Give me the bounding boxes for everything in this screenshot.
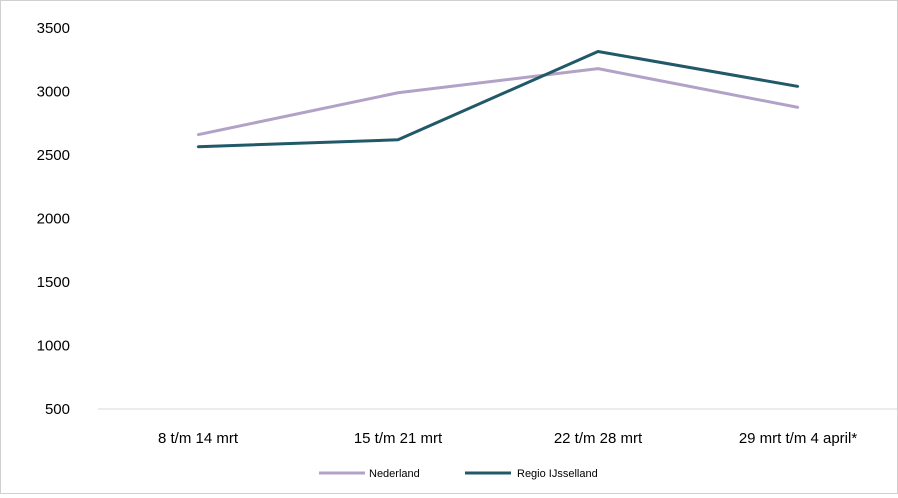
y-tick-label: 2500 — [37, 147, 70, 164]
data-point — [796, 85, 800, 88]
series-lines — [196, 49, 800, 149]
data-point — [596, 50, 600, 53]
data-point — [196, 145, 200, 148]
y-tick-label: 2000 — [37, 211, 70, 228]
series-line-0 — [197, 67, 799, 137]
x-axis-categories: 8 t/m 14 mrt 15 t/m 21 mrt 22 t/m 28 mrt 29… — [158, 430, 857, 447]
x-category-label: 29 mrt t/m 4 april* — [739, 430, 858, 447]
y-tick-label: 1000 — [37, 338, 70, 355]
legend: Nederland Regio IJsselland — [319, 468, 598, 480]
legend-label: Regio IJsselland — [517, 468, 598, 480]
data-point — [396, 91, 400, 94]
data-point — [596, 67, 600, 70]
x-category-label: 8 t/m 14 mrt — [158, 430, 239, 447]
y-axis-ticks: 500 1000 1500 2000 2500 3000 3500 — [37, 20, 70, 418]
y-tick-label: 3500 — [37, 20, 70, 37]
y-tick-label: 3000 — [37, 84, 70, 101]
data-point — [396, 138, 400, 141]
y-tick-label: 500 — [45, 401, 70, 418]
y-tick-label: 1500 — [37, 274, 70, 291]
legend-label: Nederland — [369, 468, 420, 480]
data-point — [196, 133, 200, 136]
data-point — [796, 106, 800, 109]
x-category-label: 22 t/m 28 mrt — [554, 430, 643, 447]
x-category-label: 15 t/m 21 mrt — [354, 430, 443, 447]
series-line-1 — [197, 49, 799, 149]
